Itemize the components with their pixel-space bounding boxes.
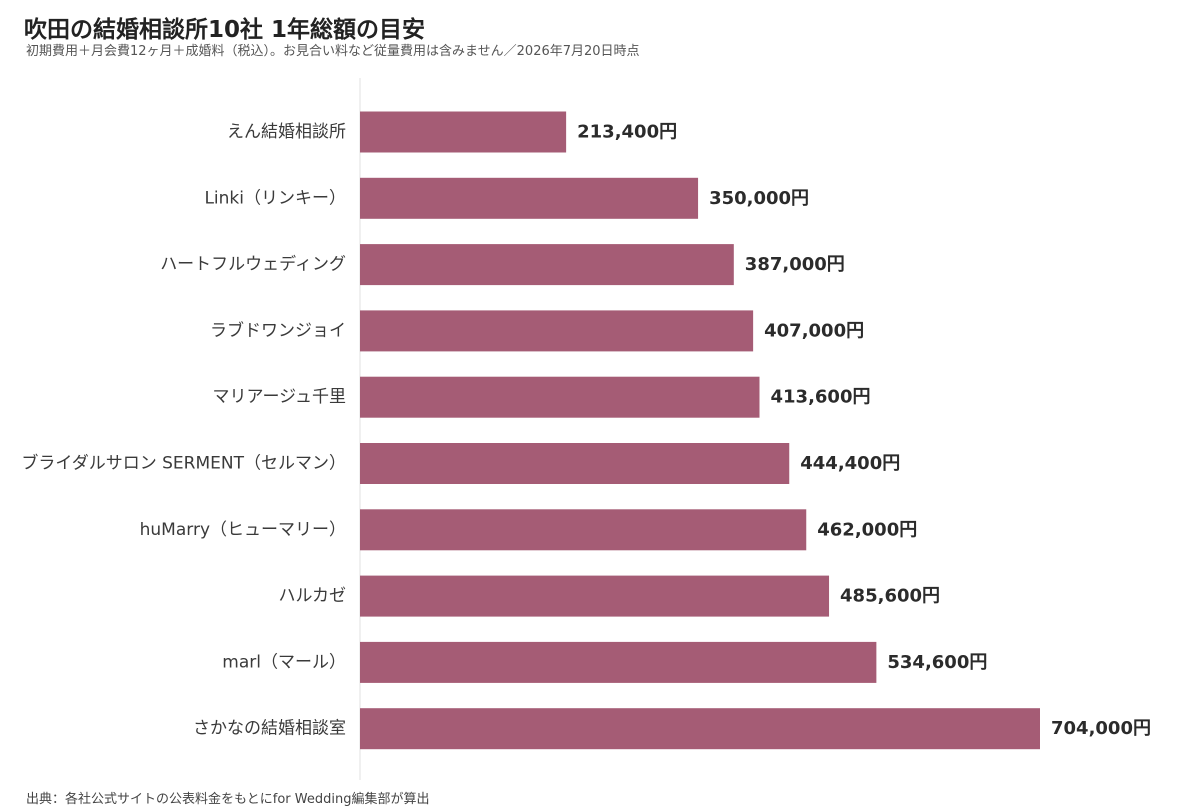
bar-2 (360, 177, 699, 219)
value-label-2: 350,000円 (709, 188, 809, 209)
bar-6 (360, 443, 790, 484)
bar-9 (360, 641, 877, 683)
chart-title: 吹田の結婚相談所10社 1年総額の目安 (24, 17, 426, 43)
category-label-5: マリアージュ千里 (213, 387, 346, 407)
bar-10 (360, 708, 1040, 750)
bar-1 (360, 111, 567, 153)
value-label-10: 704,000円 (1051, 718, 1151, 739)
bar-3 (360, 244, 734, 286)
category-label-6: ブライダルサロン SERMENT（セルマン） (21, 453, 346, 474)
category-label-8: ハルカゼ (279, 586, 347, 606)
value-label-5: 413,600円 (771, 387, 871, 408)
value-label-1: 213,400円 (577, 122, 677, 143)
category-label-4: ラブドワンジョイ (210, 320, 346, 341)
bar-5 (360, 376, 760, 418)
bar-8 (360, 575, 830, 617)
value-label-8: 485,600円 (840, 586, 940, 607)
bar-7 (360, 509, 807, 551)
value-label-9: 534,600円 (887, 652, 987, 673)
value-label-7: 462,000円 (817, 519, 917, 540)
chart-subtitle: 初期費用＋月会費12ヶ月＋成婚料（税込）。お見合い料など従量費用は含みません／2… (26, 44, 640, 59)
category-label-2: Linki（リンキー） (204, 188, 346, 208)
value-label-3: 387,000円 (745, 254, 845, 275)
bar-4 (360, 310, 754, 352)
source-note: 出典：各社公式サイトの公表料金をもとにfor Wedding編集部が算出 (26, 792, 430, 807)
value-label-4: 407,000円 (764, 320, 864, 341)
category-label-9: marl（マール） (222, 652, 346, 672)
category-label-7: huMarry（ヒューマリー） (140, 520, 346, 540)
category-label-1: えん結婚相談所 (227, 122, 346, 142)
bars-layer: えん結婚相談所 213,400円 Linki（リンキー） 350,000円ハートフルウ… (21, 111, 1151, 750)
category-label-10: さかなの結婚相談室 (193, 719, 346, 739)
value-label-6: 444,400円 (800, 453, 900, 474)
category-label-3: ハートフルウェディング (160, 254, 346, 275)
